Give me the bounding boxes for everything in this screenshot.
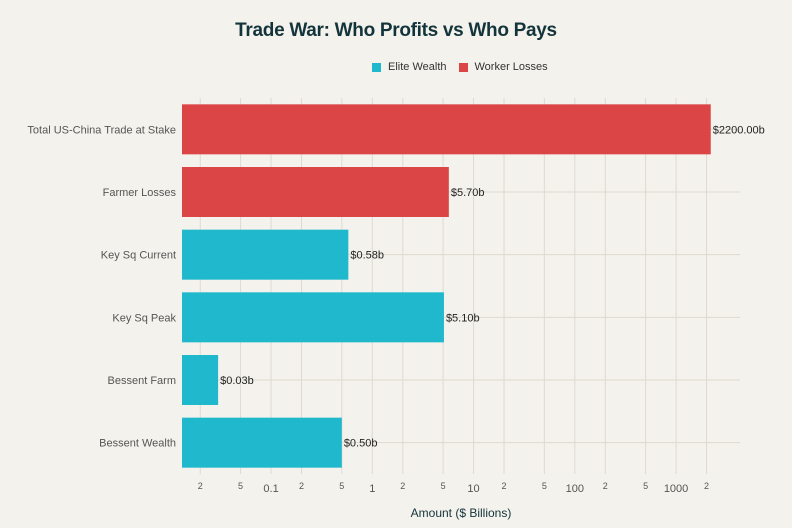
x-tick-label: 2: [603, 481, 608, 491]
x-tick-label: 2: [502, 481, 507, 491]
x-tick-label: 5: [643, 481, 648, 491]
data-label: $5.70b: [451, 187, 485, 199]
data-label: $5.10b: [446, 312, 480, 324]
y-tick-label: Key Sq Peak: [112, 312, 176, 324]
x-tick-label: 5: [542, 481, 547, 491]
legend-item-worker-losses[interactable]: Worker Losses: [458, 61, 548, 73]
bar-total-us-china-trade-at-stake: [182, 104, 711, 155]
x-tick-label: 100: [566, 483, 584, 495]
y-tick-label: Farmer Losses: [103, 187, 177, 199]
legend-swatch-elite: [372, 62, 381, 72]
chart-title: Trade War: Who Profits vs Who Pays: [235, 20, 557, 41]
bar-bessent-wealth: [182, 417, 342, 468]
y-tick-label: Total US-China Trade at Stake: [27, 124, 176, 136]
x-tick-label: 2: [704, 481, 709, 491]
x-tick-label: 0.1: [263, 483, 278, 495]
x-tick-label: 2: [198, 481, 203, 491]
legend-swatch-worker: [458, 62, 468, 72]
x-tick-label: 1000: [664, 483, 688, 495]
bar-farmer-losses: [182, 167, 449, 217]
y-tick-label: Bessent Wealth: [99, 438, 176, 450]
legend-label-elite: Elite Wealth: [388, 61, 447, 73]
data-label: $0.50b: [344, 438, 378, 450]
legend-label-worker: Worker Losses: [474, 61, 548, 73]
data-label: $0.58b: [350, 250, 384, 262]
bar-key-sq-current: [182, 229, 349, 280]
x-tick-label: 5: [238, 481, 243, 491]
x-tick-label: 2: [299, 481, 304, 491]
bar-bessent-farm: [182, 355, 219, 405]
x-tick-label: 2: [400, 481, 405, 491]
x-tick-label: 5: [441, 481, 446, 491]
legend-item-elite-wealth[interactable]: Elite Wealth: [372, 61, 447, 73]
data-label: $2200.00b: [713, 124, 765, 136]
x-tick-label: 1: [369, 483, 375, 495]
x-tick-label: 10: [467, 483, 479, 495]
data-label: $0.03b: [220, 375, 254, 387]
x-tick-label: 5: [339, 481, 344, 491]
bar-key-sq-peak: [182, 292, 444, 343]
x-axis-label: Amount ($ Billions): [410, 506, 512, 520]
y-tick-label: Bessent Farm: [108, 375, 176, 387]
legend: Elite Wealth Worker Losses: [372, 61, 548, 73]
y-tick-label: Key Sq Current: [101, 250, 176, 262]
